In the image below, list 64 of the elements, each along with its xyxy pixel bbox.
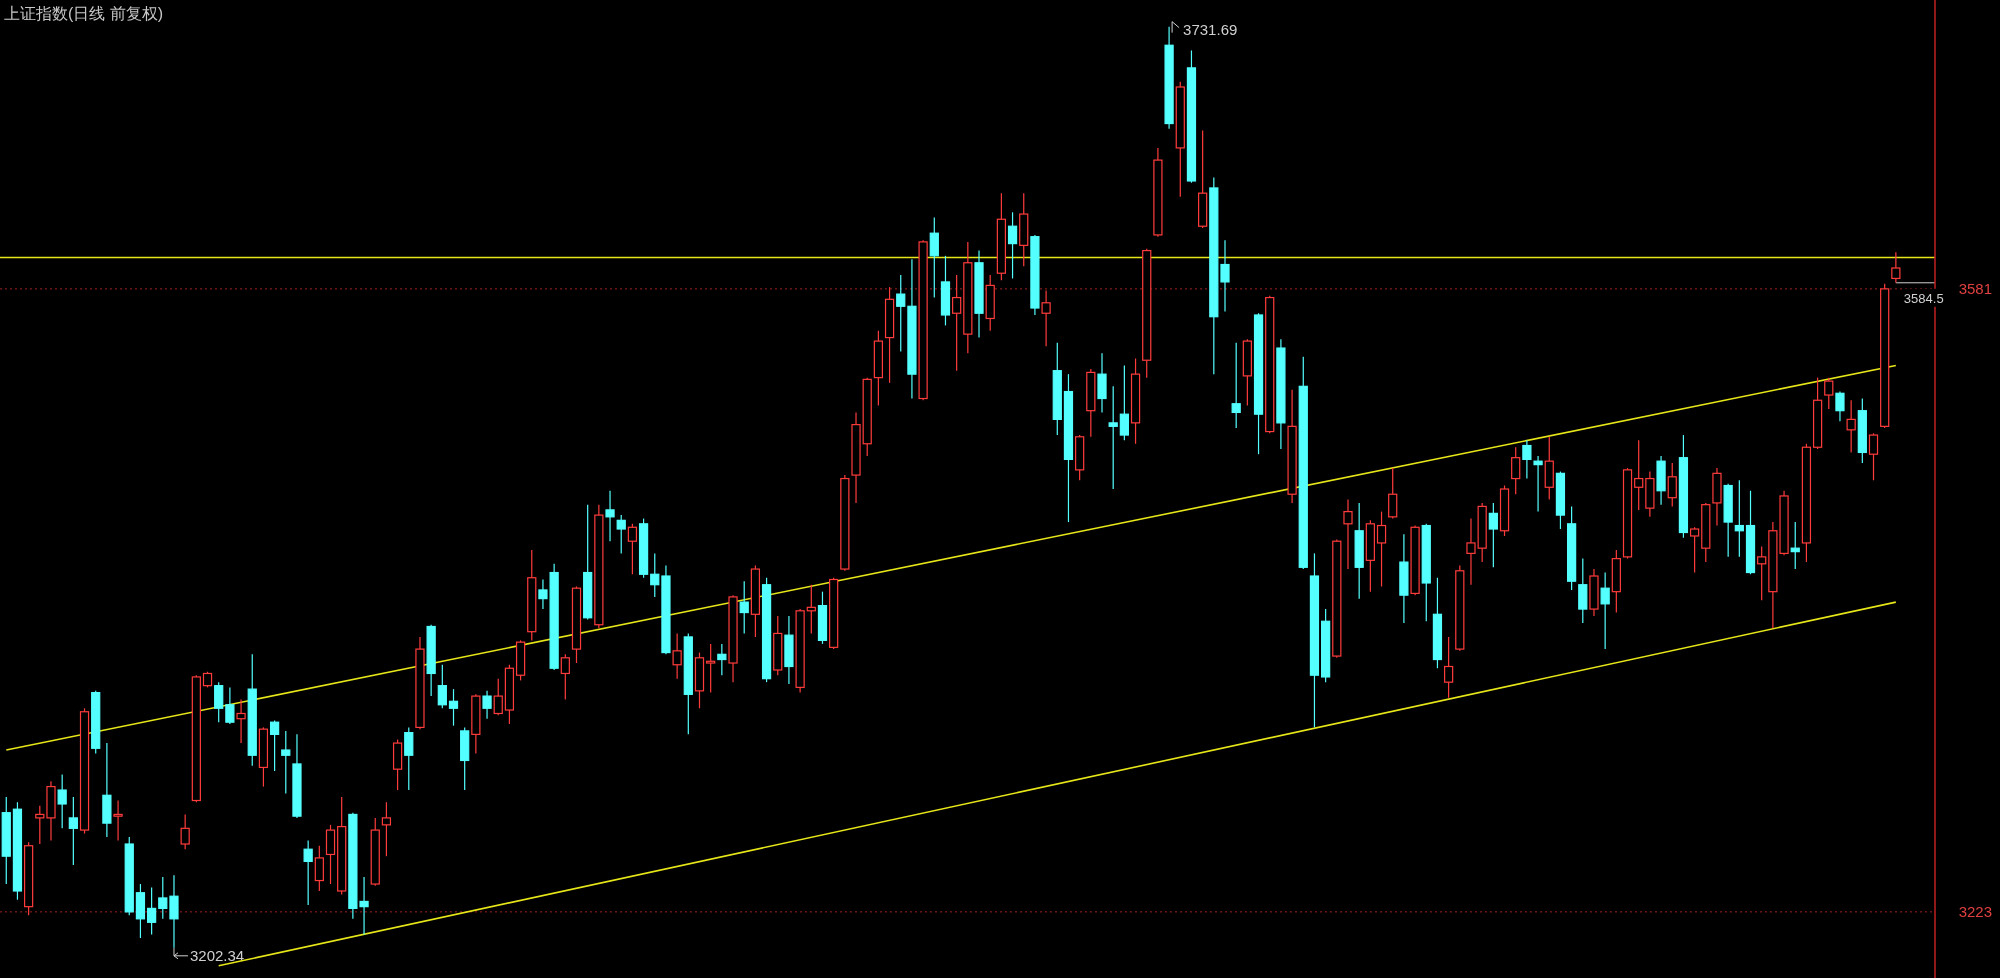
y-tick-label: 3223	[1958, 903, 1992, 921]
candlestick	[717, 643, 727, 676]
candlestick	[1757, 545, 1767, 601]
candlestick	[1376, 511, 1387, 588]
candlestick	[169, 874, 179, 949]
candlestick	[381, 801, 392, 857]
candlestick	[269, 719, 280, 772]
candlestick	[1343, 498, 1353, 570]
candlestick	[68, 796, 78, 866]
candlestick	[493, 678, 503, 716]
candlestick	[225, 686, 235, 725]
candlestick	[1868, 432, 1879, 481]
candlestick	[1824, 377, 1834, 410]
candlestick	[952, 274, 962, 372]
candlestick	[314, 845, 324, 892]
candlestick	[482, 690, 492, 720]
candlestick	[1689, 526, 1700, 574]
candlestick	[1667, 462, 1677, 507]
candlestick	[896, 274, 906, 353]
candlestick	[113, 799, 123, 842]
candlestick	[560, 653, 570, 701]
candlestick	[57, 773, 67, 829]
candlestick	[1119, 364, 1129, 441]
candlestick	[605, 490, 615, 542]
candlestick	[1522, 439, 1532, 480]
candlestick	[1600, 571, 1610, 650]
candlestick	[1734, 479, 1744, 558]
candlestick	[1891, 251, 1901, 284]
candlestick	[1846, 399, 1856, 454]
candlestick	[448, 688, 459, 727]
candlestick	[1835, 390, 1845, 422]
candlestick	[929, 216, 939, 299]
y-tick-label: 3581	[1958, 280, 1992, 298]
candlestick	[214, 681, 224, 723]
candlestick	[1041, 290, 1051, 347]
candlestick	[437, 664, 447, 709]
candlestick	[158, 876, 168, 920]
candlestick	[303, 839, 313, 906]
candlestick	[180, 813, 190, 850]
candlestick	[404, 726, 414, 791]
candlestick	[1108, 385, 1118, 490]
candlestick	[616, 514, 626, 554]
text: 3584.5	[1903, 290, 1944, 306]
candlestick	[1220, 239, 1230, 313]
candlestick	[1511, 446, 1521, 495]
candlestick	[1231, 342, 1241, 429]
candlestick	[1007, 211, 1018, 280]
candlestick	[650, 552, 660, 598]
candlestick	[146, 886, 157, 936]
candlestick	[1634, 439, 1644, 511]
candlestick	[1488, 502, 1498, 568]
candlestick	[1533, 455, 1543, 513]
candlestick	[672, 632, 682, 680]
candlestick	[739, 580, 749, 635]
annotation: 3731.69	[1183, 20, 1238, 38]
candlestick	[706, 643, 716, 694]
candlestick	[281, 730, 291, 795]
candlestick	[627, 523, 638, 575]
annotation: 3202.34	[189, 946, 245, 964]
candlestick	[1444, 636, 1454, 699]
candlestick	[236, 698, 246, 744]
candlestick	[1388, 467, 1398, 520]
candlestick	[35, 805, 45, 845]
chart-title: 上证指数(日线 前复权)	[4, 5, 164, 22]
